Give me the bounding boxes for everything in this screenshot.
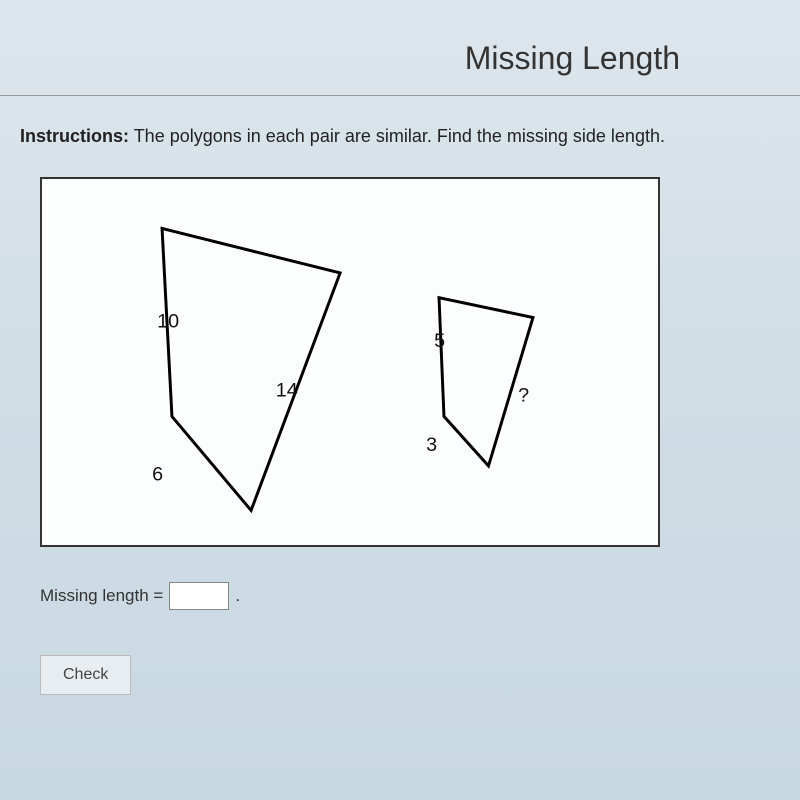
label-p1-0: 10 <box>157 310 179 332</box>
page-title: Missing Length <box>0 40 800 77</box>
instructions-text: Instructions: The polygons in each pair … <box>0 96 800 167</box>
figure-container: 10 14 6 5 ? 3 <box>40 177 660 547</box>
label-p1-1: 14 <box>276 380 298 402</box>
header: Missing Length <box>0 0 800 95</box>
instructions-body: The polygons in each pair are similar. F… <box>129 126 665 146</box>
answer-label: Missing length = <box>40 586 163 606</box>
missing-length-input[interactable] <box>169 582 229 610</box>
polygon-large <box>162 228 340 510</box>
label-p2-0: 5 <box>434 330 445 352</box>
label-p1-2: 6 <box>152 464 163 486</box>
label-p2-2: 3 <box>426 434 437 456</box>
polygon-small <box>439 298 533 466</box>
answer-row: Missing length = . <box>40 582 780 610</box>
answer-period: . <box>235 586 240 606</box>
polygons-figure: 10 14 6 5 ? 3 <box>42 179 658 545</box>
instructions-label: Instructions: <box>20 126 129 146</box>
check-button[interactable]: Check <box>40 655 131 695</box>
label-p2-1: ? <box>518 385 529 407</box>
